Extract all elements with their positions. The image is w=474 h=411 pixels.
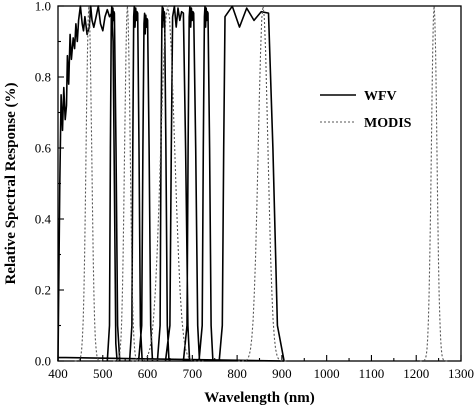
legend-label-wfv: WFV <box>364 89 397 104</box>
x-tick-label: 600 <box>138 366 158 381</box>
series-line-modis <box>238 5 289 362</box>
x-axis-title: Wavelength (nm) <box>204 390 314 406</box>
x-tick-label: 1300 <box>448 366 474 381</box>
series-line-wfv <box>57 5 285 362</box>
plot-frame <box>57 5 462 362</box>
x-tick-label: 1200 <box>403 366 429 381</box>
y-axis: 0.0 0.2 0.4 0.6 0.8 1.0 <box>35 0 64 369</box>
plot-area <box>57 5 462 362</box>
x-tick-label: 700 <box>183 366 203 381</box>
y-tick-label: 1.0 <box>35 0 51 14</box>
y-tick-label: 0.0 <box>35 354 51 369</box>
series-line-modis <box>419 5 449 362</box>
x-tick-label: 1100 <box>359 366 385 381</box>
series-layer <box>57 5 449 362</box>
x-axis: 400 500 600 700 800 900 1000 1100 1200 1300 <box>48 355 474 381</box>
x-tick-label: 400 <box>48 366 68 381</box>
series-line-modis <box>131 5 204 362</box>
legend: WFV MODIS <box>320 89 412 131</box>
y-tick-label: 0.8 <box>35 70 51 85</box>
x-tick-label: 900 <box>272 366 292 381</box>
y-axis-title: Relative Spectral Response (%) <box>3 82 19 284</box>
series-line-modis <box>74 5 104 362</box>
y-tick-label: 0.2 <box>35 283 51 298</box>
x-tick-label: 1000 <box>314 366 340 381</box>
x-tick-label: 800 <box>227 366 247 381</box>
legend-label-modis: MODIS <box>364 116 412 131</box>
y-tick-label: 0.6 <box>35 141 52 156</box>
series-line-modis <box>113 5 142 362</box>
y-tick-label: 0.4 <box>35 212 52 227</box>
x-tick-label: 500 <box>93 366 113 381</box>
